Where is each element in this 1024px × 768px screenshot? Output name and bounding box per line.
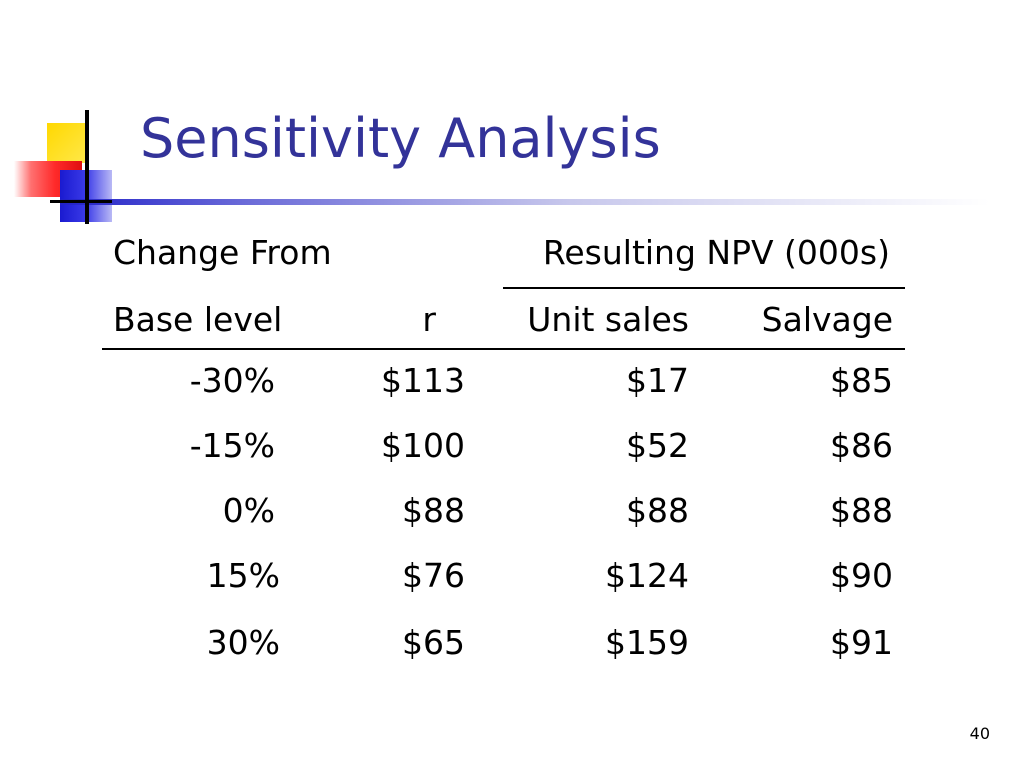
npv-header-rule — [503, 287, 905, 289]
logo-vertical-line — [85, 110, 89, 224]
cell-r: $88 — [402, 491, 465, 530]
cell-change: -15% — [189, 426, 275, 465]
cell-salvage: $91 — [830, 623, 893, 662]
logo-yellow-square — [47, 123, 87, 163]
cell-change: 0% — [222, 491, 275, 530]
header-rule — [102, 348, 905, 350]
header-salvage: Salvage — [761, 300, 893, 339]
cell-r: $76 — [402, 556, 465, 595]
cell-unit-sales: $124 — [605, 556, 689, 595]
cell-unit-sales: $17 — [626, 361, 689, 400]
cell-change: 30% — [206, 623, 280, 662]
cell-unit-sales: $52 — [626, 426, 689, 465]
cell-unit-sales: $88 — [626, 491, 689, 530]
cell-salvage: $85 — [830, 361, 893, 400]
header-r: r — [422, 300, 436, 339]
cell-salvage: $90 — [830, 556, 893, 595]
cell-r: $113 — [381, 361, 465, 400]
header-change-from: Change From — [113, 233, 332, 272]
page-number: 40 — [969, 724, 990, 743]
slide-title: Sensitivity Analysis — [140, 107, 661, 170]
header-base-level: Base level — [113, 300, 283, 339]
header-resulting-npv: Resulting NPV (000s) — [542, 233, 890, 272]
title-underline — [60, 199, 990, 205]
logo-horizontal-line — [50, 200, 112, 203]
cell-r: $65 — [402, 623, 465, 662]
cell-change: -30% — [189, 361, 275, 400]
header-unit-sales: Unit sales — [527, 300, 689, 339]
cell-r: $100 — [381, 426, 465, 465]
cell-salvage: $86 — [830, 426, 893, 465]
cell-unit-sales: $159 — [605, 623, 689, 662]
cell-change: 15% — [206, 556, 280, 595]
cell-salvage: $88 — [830, 491, 893, 530]
